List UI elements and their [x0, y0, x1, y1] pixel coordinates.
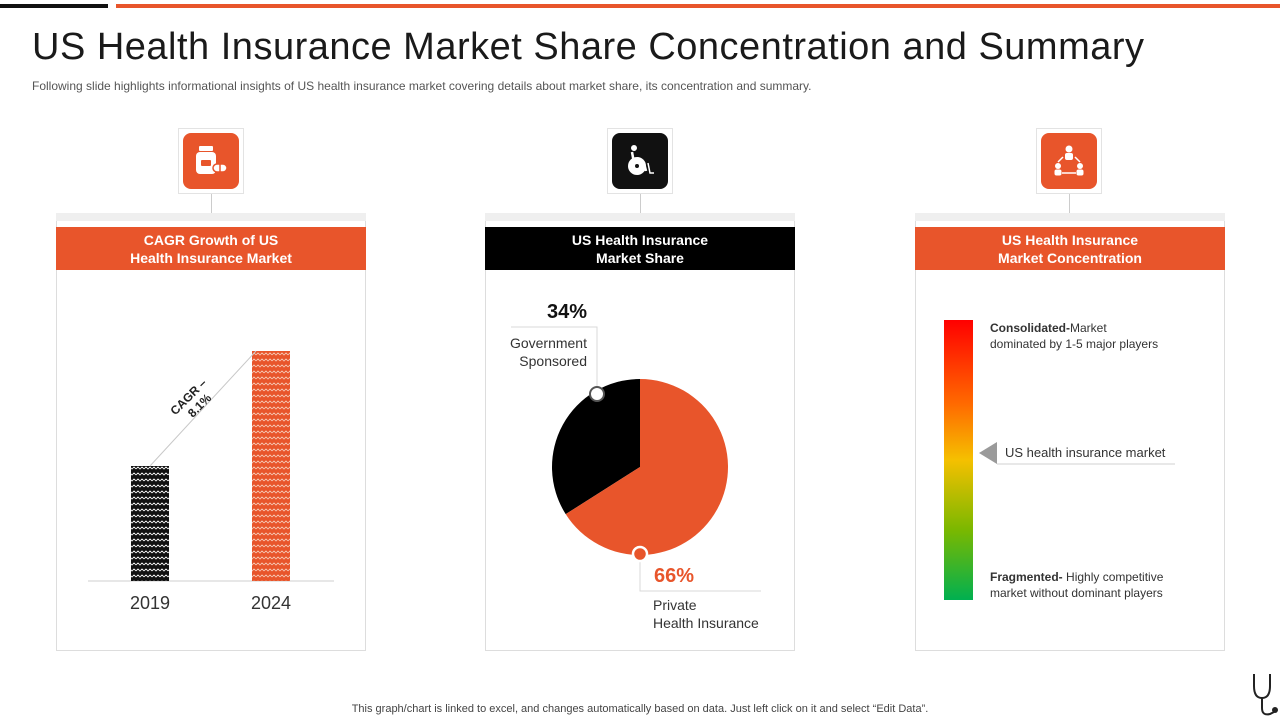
card-3-icon-frame: [1036, 128, 1102, 194]
cagr-card: CAGR Growth of US Health Insurance Marke…: [56, 213, 366, 651]
fragmented-label: Fragmented-: [990, 570, 1063, 584]
fragmented-text-line1: Highly competitive: [1062, 570, 1164, 584]
bar-2024: [252, 351, 290, 581]
government-label-line2: Sponsored: [519, 353, 587, 369]
cagr-card-title-line1: CAGR Growth of US: [143, 231, 279, 248]
callout-dot-government: [589, 386, 605, 402]
stethoscope-icon: [1253, 674, 1278, 716]
card-2-connector: [640, 194, 641, 213]
card-1-icon-frame: [178, 128, 244, 194]
market-share-card-title-line2: Market Share: [596, 249, 684, 266]
fragmented-text-line2: market without dominant players: [990, 586, 1163, 600]
card-1-stripe: [56, 213, 366, 221]
market-pointer: [979, 442, 1175, 465]
cagr-annotation: CAGR – 8.1%: [168, 374, 222, 428]
page-subtitle: Following slide highlights informational…: [32, 79, 812, 93]
callout-dot-private: [631, 545, 649, 563]
consolidated-description: Consolidated-Market dominated by 1-5 maj…: [990, 320, 1205, 352]
consolidated-text-line1: Market: [1070, 321, 1107, 335]
bar-label-2019: 2019: [130, 593, 170, 613]
market-share-pie-chart: 34% Government Sponsored 66% Private Hea…: [510, 301, 761, 631]
concentration-card-title-line1: US Health Insurance: [1001, 231, 1139, 248]
market-share-card-header: US Health Insurance Market Share: [485, 227, 795, 270]
card-1-connector: [211, 194, 212, 213]
cagr-card-title-line2: Health Insurance Market: [130, 249, 292, 266]
government-label-line1: Government: [510, 335, 587, 351]
pie-slice-private: [565, 379, 728, 555]
pointer-arrow-icon: [979, 442, 997, 464]
consolidated-label: Consolidated-: [990, 321, 1070, 335]
concentration-card-header: US Health Insurance Market Concentration: [915, 227, 1225, 270]
card-3-stripe: [915, 213, 1225, 221]
wheelchair-icon: [612, 133, 668, 189]
callout-line-private: [639, 561, 761, 592]
cagr-bar-chart: 2019 2024 CAGR – 8.1%: [88, 350, 334, 613]
concentration-card-title-line2: Market Concentration: [998, 249, 1142, 266]
concentration-scale: [944, 320, 1175, 600]
card-3-connector: [1069, 194, 1070, 213]
callout-line-government: [511, 326, 598, 393]
top-accent-bar-orange: [116, 4, 1280, 8]
fragmented-description: Fragmented- Highly competitive market wi…: [990, 569, 1205, 601]
consolidated-text-line2: dominated by 1-5 major players: [990, 337, 1159, 351]
private-label-line2: Health Insurance: [653, 615, 759, 631]
medicine-bottle-pill-icon: [183, 133, 239, 189]
bar-2019: [131, 466, 169, 581]
pointer-label: US health insurance market: [1005, 445, 1166, 460]
cagr-trend-line: [149, 350, 257, 467]
bar-label-2024: 2024: [251, 593, 291, 613]
pie-slice-government: [552, 379, 640, 515]
concentration-gradient-bar: [944, 320, 973, 600]
card-2-icon-frame: [607, 128, 673, 194]
footnote: This graph/chart is linked to excel, and…: [351, 703, 929, 715]
cagr-card-header: CAGR Growth of US Health Insurance Marke…: [56, 227, 366, 270]
market-share-card-title-line1: US Health Insurance: [571, 231, 709, 248]
page-title: US Health Insurance Market Share Concent…: [32, 26, 1145, 68]
private-value-label: 66%: [654, 565, 694, 587]
top-accent-bar-dark: [0, 4, 108, 8]
team-network-icon: [1041, 133, 1097, 189]
card-2-stripe: [485, 213, 795, 221]
private-label-line1: Private: [653, 597, 697, 613]
government-value-label: 34%: [547, 301, 587, 323]
